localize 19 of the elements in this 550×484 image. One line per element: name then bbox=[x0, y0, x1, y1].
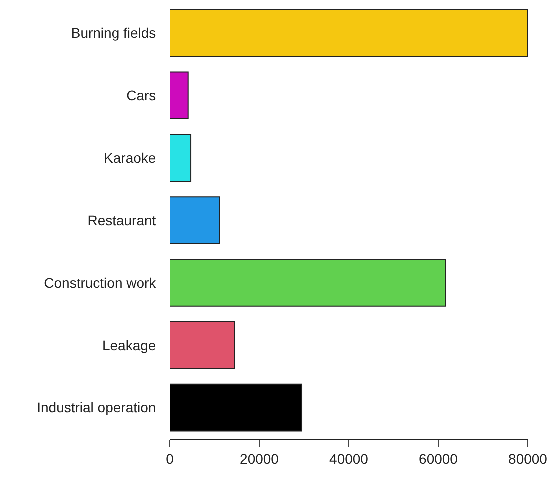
bar bbox=[170, 259, 446, 307]
bar bbox=[170, 9, 528, 58]
x-tick-label: 60000 bbox=[419, 450, 458, 467]
bar bbox=[170, 384, 303, 432]
x-tick-label: 80000 bbox=[508, 450, 548, 467]
y-tick-label: Construction work bbox=[44, 274, 158, 291]
bar bbox=[170, 134, 192, 182]
x-tick-label: 0 bbox=[166, 450, 174, 467]
y-tick-label: Restaurant bbox=[88, 212, 156, 228]
y-tick-label: Leakage bbox=[102, 337, 156, 354]
y-tick-label: Industrial operation bbox=[37, 400, 156, 416]
bar bbox=[170, 72, 189, 120]
y-tick-label: Karaoke bbox=[104, 150, 156, 166]
y-tick-label: Cars bbox=[126, 88, 156, 104]
bar bbox=[170, 196, 220, 244]
y-tick-label: Burning fields bbox=[71, 25, 156, 42]
bar bbox=[170, 321, 236, 370]
x-tick-label: 40000 bbox=[330, 450, 369, 467]
x-tick-label: 20000 bbox=[240, 450, 280, 467]
